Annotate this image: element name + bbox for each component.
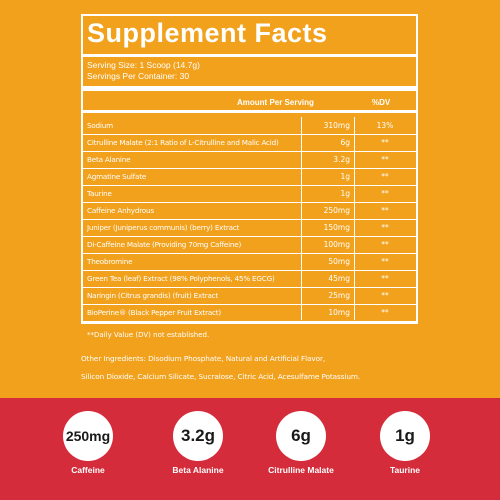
beta-alanine-badge: 3.2g (173, 411, 223, 461)
ingredient-name: Naringin (Citrus grandis) (fruit) Extrac… (87, 291, 219, 300)
other-ingredients-line-2: Silicon Dioxide, Calcium Silicate, Sucra… (81, 372, 361, 381)
ingredient-amount: 1g (340, 189, 350, 198)
facts-row: Taurine 1g ** (83, 186, 416, 203)
facts-row: Citrulline Malate (2:1 Ratio of L-Citrul… (83, 135, 416, 152)
ingredient-dv: ** (381, 240, 389, 249)
ingredient-amount: 3.2g (333, 155, 350, 164)
ingredient-dv: 13% (376, 121, 394, 130)
ingredient-dv: ** (381, 308, 389, 317)
ingredient-dv: ** (381, 189, 389, 198)
ingredient-name: BioPerine® (Black Pepper Fruit Extract) (87, 308, 222, 317)
divider (83, 54, 416, 57)
ingredient-dv: ** (381, 223, 389, 232)
ingredient-dv: ** (381, 274, 389, 283)
amount-header: Amount Per Serving (237, 98, 314, 107)
citrulline-malate-badge: 6g (276, 411, 326, 461)
facts-row: Agmatine Sulfate 1g ** (83, 169, 416, 186)
ingredient-amount: 310mg (323, 121, 350, 130)
ingredient-name: Agmatine Sulfate (87, 172, 147, 181)
facts-row: Caffeine Anhydrous 250mg ** (83, 203, 416, 220)
ingredient-name: Beta Alanine (87, 155, 131, 164)
facts-row: Green Tea (leaf) Extract (98% Polyphenol… (83, 271, 416, 288)
divider-thick (83, 86, 416, 91)
panel-title: Supplement Facts (87, 18, 328, 48)
facts-row: Juniper (Juniperus communis) (berry) Ext… (83, 220, 416, 237)
divider (83, 321, 416, 324)
serving-size: Serving Size: 1 Scoop (14.7g) (87, 60, 200, 70)
servings-per-container: Servings Per Container: 30 (87, 71, 190, 81)
ingredient-amount: 150mg (323, 223, 350, 232)
ingredient-amount: 250mg (323, 206, 350, 215)
dv-header: %DV (372, 98, 391, 107)
beta-alanine-label: Beta Alanine (172, 465, 224, 475)
ingredient-name: Taurine (87, 189, 112, 198)
supplement-facts-panel: Supplement Facts Serving Size: 1 Scoop (… (81, 14, 418, 339)
facts-row: BioPerine® (Black Pepper Fruit Extract) 1… (83, 305, 416, 322)
taurine-badge: 1g (380, 411, 430, 461)
facts-row: Di-Caffeine Malate (Providing 70mg Caffe… (83, 237, 416, 254)
ingredient-name: Theobromine (87, 257, 133, 266)
ingredient-dv: ** (381, 206, 389, 215)
ingredient-dv: ** (381, 257, 389, 266)
ingredient-amount: 100mg (323, 240, 350, 249)
ingredient-dv: ** (381, 172, 389, 181)
ingredient-name: Caffeine Anhydrous (87, 206, 154, 215)
ingredient-amount: 6g (340, 138, 350, 147)
footnote: **Daily Value (DV) not established. (87, 331, 210, 339)
ingredient-name: Green Tea (leaf) Extract (98% Polyphenol… (87, 274, 275, 283)
column-divider (301, 117, 302, 320)
ingredient-dv: ** (381, 138, 389, 147)
divider (83, 110, 416, 113)
ingredient-amount: 50mg (328, 257, 350, 266)
ingredient-name: Juniper (Juniperus communis) (berry) Ext… (87, 223, 240, 232)
column-divider (354, 117, 355, 320)
caffeine-badge: 250mg (63, 411, 113, 461)
ingredient-name: Sodium (87, 121, 113, 130)
other-ingredients-line-1: Other Ingredients: Disodium Phosphate, N… (81, 354, 326, 363)
facts-row: Beta Alanine 3.2g ** (83, 152, 416, 169)
caffeine-label: Caffeine (71, 465, 105, 475)
facts-row: Theobromine 50mg ** (83, 254, 416, 271)
taurine-label: Taurine (389, 465, 421, 475)
ingredient-amount: 1g (340, 172, 350, 181)
ingredient-amount: 25mg (328, 291, 350, 300)
ingredient-amount: 45mg (328, 274, 350, 283)
ingredient-dv: ** (381, 155, 389, 164)
ingredient-dv: ** (381, 291, 389, 300)
ingredient-name: Di-Caffeine Malate (Providing 70mg Caffe… (87, 240, 242, 249)
ingredient-amount: 10mg (328, 308, 350, 317)
ingredient-name: Citrulline Malate (2:1 Ratio of L-Citrul… (87, 138, 279, 147)
facts-row: Naringin (Citrus grandis) (fruit) Extrac… (83, 288, 416, 305)
citrulline-malate-label: Citrulline Malate (268, 465, 334, 475)
facts-row: Sodium 310mg 13% (83, 118, 416, 135)
